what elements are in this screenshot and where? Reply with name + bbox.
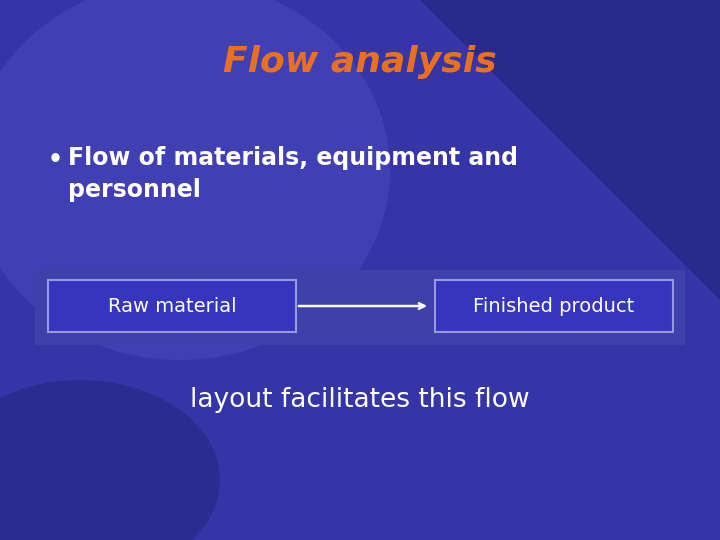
Ellipse shape xyxy=(0,0,390,360)
Text: Flow analysis: Flow analysis xyxy=(223,45,497,79)
Text: personnel: personnel xyxy=(68,178,201,202)
Text: Flow of materials, equipment and: Flow of materials, equipment and xyxy=(68,146,518,170)
FancyBboxPatch shape xyxy=(35,270,685,345)
Ellipse shape xyxy=(0,380,220,540)
Text: Raw material: Raw material xyxy=(108,296,236,315)
FancyBboxPatch shape xyxy=(435,280,673,332)
Text: •: • xyxy=(48,148,63,172)
FancyBboxPatch shape xyxy=(48,280,296,332)
Text: layout facilitates this flow: layout facilitates this flow xyxy=(190,387,530,413)
Polygon shape xyxy=(260,0,720,300)
Text: Finished product: Finished product xyxy=(473,296,634,315)
